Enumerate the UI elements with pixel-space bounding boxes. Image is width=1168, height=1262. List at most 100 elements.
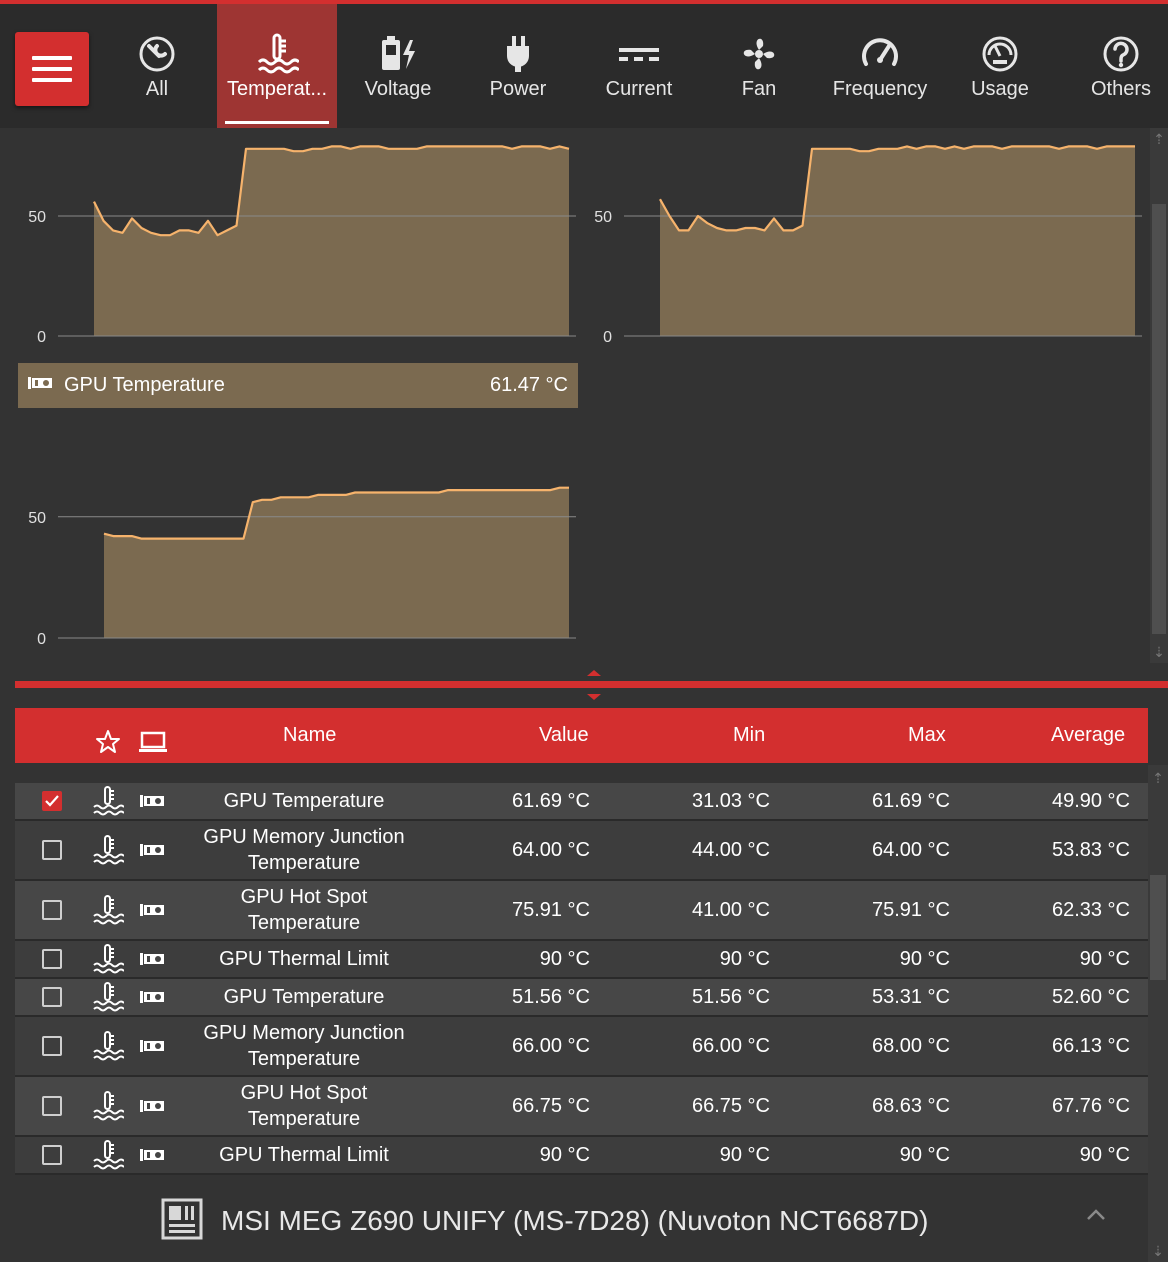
gpu-card-icon [140,1137,166,1173]
scrollbar-thumb[interactable] [1150,875,1166,980]
column-header-min[interactable]: Min [733,724,766,746]
row-checkbox[interactable] [42,1036,62,1056]
temperature-area-chart: 0 50 [28,486,576,648]
thermometer-icon [92,941,124,977]
row-checkbox[interactable] [42,949,62,969]
table-row[interactable]: GPU Memory Junction Temperature 66.00 °C 6… [15,1017,1148,1077]
gpu-card-icon [140,881,166,939]
tab-others[interactable]: Others [1061,4,1168,128]
row-checkbox-cell [42,783,62,819]
active-tab-indicator [225,121,329,124]
row-checkbox[interactable] [42,791,62,811]
menu-icon-bar [32,56,72,60]
sensor-value: 66.00 °C [511,1034,590,1057]
scroll-down-icon[interactable]: ⇣ [1153,644,1165,660]
gpu-card-icon [140,941,166,977]
row-checkbox[interactable] [42,1145,62,1165]
sensor-min: 90 °C [719,1143,770,1166]
tab-temperature[interactable]: Temperat... [217,4,337,128]
tab-label: Others [1090,78,1152,100]
tab-frequency[interactable]: Frequency [820,4,940,128]
hamburger-menu-button[interactable] [15,32,89,106]
tab-label: Power [489,78,547,100]
scroll-up-icon[interactable]: ⇡ [1152,770,1164,786]
sensor-max: 61.69 °C [871,789,950,812]
row-checkbox-cell [42,1077,62,1135]
category-toolbar: All Temperat... Voltage Power Current Fa… [0,0,1168,128]
chevron-up-icon[interactable] [1086,1208,1106,1226]
dc-current-icon [617,34,661,74]
tab-label: Temperat... [226,78,328,100]
sensor-max: 90 °C [899,1143,950,1166]
column-header-average[interactable]: Average [1051,724,1126,746]
table-scrollbar[interactable]: ⇡ ⇣ [1148,765,1168,1262]
pane-splitter[interactable] [15,681,1168,688]
sensor-max: 53.31 °C [871,985,950,1008]
y-tick-label: 50 [28,209,46,226]
table-row[interactable]: GPU Hot Spot Temperature 66.75 °C 66.75 °C… [15,1077,1148,1137]
row-checkbox-cell [42,979,62,1015]
column-header-value[interactable]: Value [539,724,589,746]
table-row[interactable]: GPU Temperature 51.56 °C 51.56 °C 53.31 °C 5… [15,979,1148,1017]
sensor-min: 31.03 °C [691,789,770,812]
row-checkbox[interactable] [42,840,62,860]
sensor-value: 90 °C [539,1143,590,1166]
scroll-up-icon[interactable]: ⇡ [1153,131,1165,147]
device-group-title: MSI MEG Z690 UNIFY (MS-7D28) (Nuvoton NC… [221,1205,929,1236]
temperature-area-chart: 0 50 [28,145,576,346]
row-checkbox[interactable] [42,900,62,920]
sensor-max: 68.63 °C [871,1094,950,1117]
series-area [660,146,1135,336]
temperature-area-chart: 0 50 [594,145,1142,346]
fan-icon [737,34,781,74]
tab-current[interactable]: Current [579,4,699,128]
table-row[interactable]: GPU Thermal Limit 90 °C 90 °C 90 °C 90 °C [15,1137,1148,1175]
tab-label: Frequency [832,78,928,100]
sensor-name: GPU Hot Spot Temperature [240,1082,368,1130]
gpu-card-icon [140,821,166,879]
graph-scrollbar[interactable]: ⇡ ⇣ [1150,128,1168,663]
laptop-icon[interactable] [138,722,168,752]
tab-usage[interactable]: Usage [940,4,1060,128]
graph-caption-value: 61.47 °C [489,374,568,396]
tab-all[interactable]: All [97,4,217,128]
sensor-average: 49.90 °C [1051,789,1130,812]
column-header-max[interactable]: Max [908,724,946,746]
sensor-value: 75.91 °C [511,898,590,921]
column-header-name[interactable]: Name [283,724,337,746]
tab-power[interactable]: Power [458,4,578,128]
tab-voltage[interactable]: Voltage [338,4,458,128]
menu-icon-bar [32,78,72,82]
motherboard-icon [161,1198,203,1245]
row-checkbox[interactable] [42,1096,62,1116]
table-row[interactable]: GPU Thermal Limit 90 °C 90 °C 90 °C 90 °C [15,941,1148,979]
sensor-min: 66.75 °C [691,1094,770,1117]
row-checkbox[interactable] [42,987,62,1007]
sensor-value: 64.00 °C [511,838,590,861]
sensor-name: GPU Temperature [223,986,385,1008]
graph-1: 0 50 [18,140,578,350]
thermometer-icon [92,979,124,1015]
tab-fan[interactable]: Fan [699,4,819,128]
sensor-table-body: GPU Temperature 61.69 °C 31.03 °C 61.69 °C 4… [15,783,1148,1175]
device-group-header[interactable]: MSI MEG Z690 UNIFY (MS-7D28) (Nuvoton NC… [15,1180,1148,1262]
splitter-drag-icon[interactable] [585,668,603,702]
scroll-down-icon[interactable]: ⇣ [1152,1243,1164,1259]
tab-label: All [145,78,169,100]
sensor-average: 90 °C [1079,1143,1130,1166]
table-row[interactable]: GPU Memory Junction Temperature 64.00 °C 4… [15,821,1148,881]
tab-label: Usage [971,78,1029,100]
plug-icon [496,34,540,74]
tab-label: Voltage [364,78,432,100]
table-row[interactable]: GPU Hot Spot Temperature 75.91 °C 41.00 °C… [15,881,1148,941]
sensor-min: 51.56 °C [691,985,770,1008]
sensor-average: 67.76 °C [1051,1094,1130,1117]
scrollbar-thumb[interactable] [1152,204,1166,634]
table-row[interactable]: GPU Temperature 61.69 °C 31.03 °C 61.69 °C 4… [15,783,1148,821]
favorite-star-icon[interactable] [95,722,121,753]
graph-3: 0 50 [18,440,578,652]
sensor-average: 52.60 °C [1051,985,1130,1008]
thermometer-icon [92,1077,124,1135]
graph-caption[interactable]: GPU Temperature 61.47 °C [18,363,578,408]
gpu-card-icon [28,375,54,396]
